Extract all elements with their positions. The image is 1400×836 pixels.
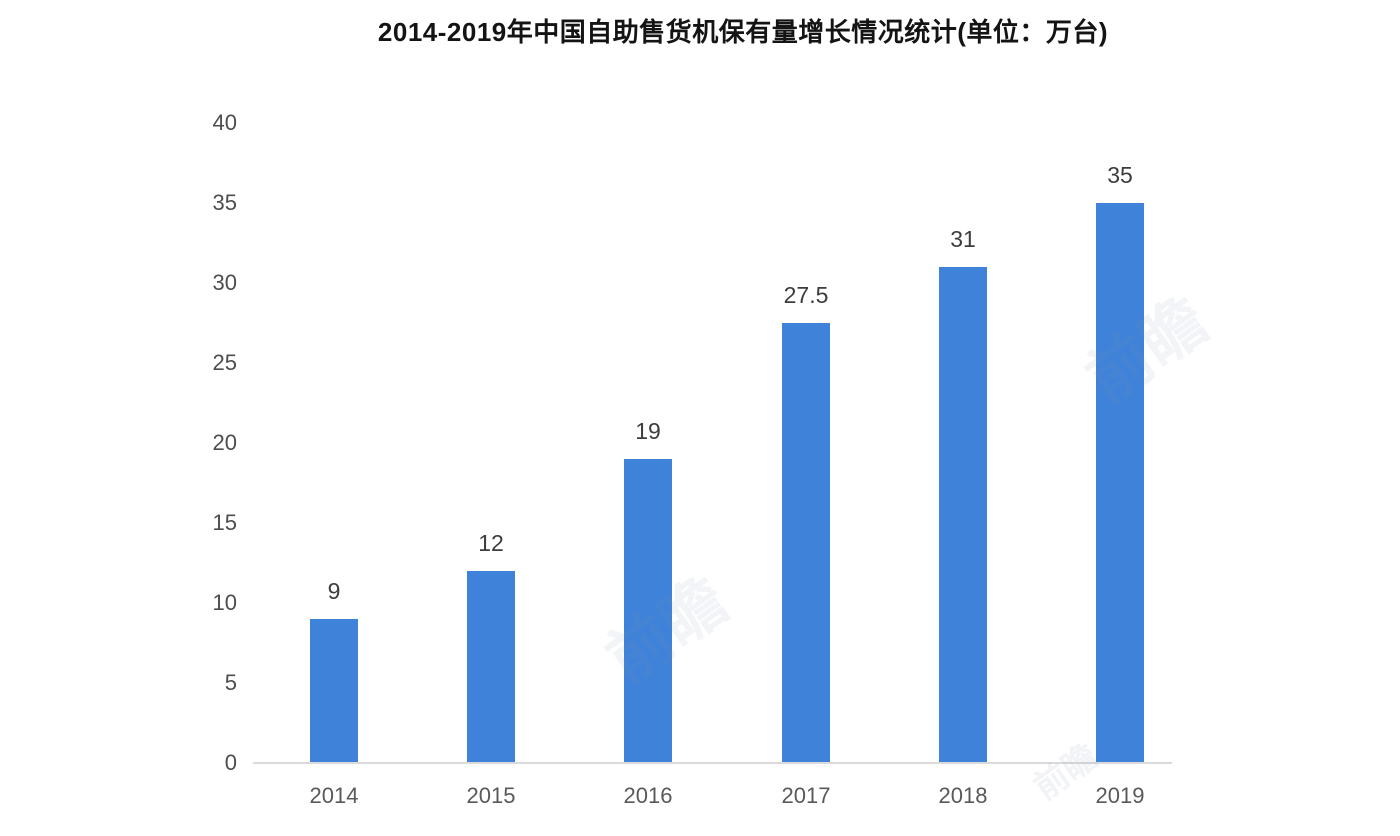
bar-2016 [624, 459, 672, 762]
y-axis-tick-label: 5 [224, 670, 237, 695]
bar-2015 [467, 571, 515, 762]
y-axis-tick-label: 25 [212, 350, 237, 375]
bar-value-label: 27.5 [783, 282, 829, 308]
x-axis-tick-label: 2016 [623, 783, 673, 808]
y-axis-tick-label: 40 [212, 110, 237, 135]
bar-value-label: 12 [478, 530, 504, 556]
watermark: 前瞻 [1073, 283, 1220, 417]
bar-value-label: 9 [327, 578, 341, 604]
bar-value-label: 31 [950, 226, 976, 252]
x-axis-line [253, 762, 1172, 764]
bar-2014 [310, 619, 358, 762]
y-axis-tick-label: 30 [212, 270, 237, 295]
bar-value-label: 35 [1107, 162, 1133, 188]
x-axis-tick-label: 2015 [466, 783, 516, 808]
x-axis-tick-label: 2019 [1095, 783, 1145, 808]
y-axis-tick-label: 10 [212, 590, 237, 615]
x-axis-tick-label: 2018 [938, 783, 988, 808]
bar-2017 [782, 323, 830, 762]
y-axis-tick-label: 15 [212, 510, 237, 535]
y-axis-tick-label: 0 [224, 750, 237, 775]
bar-2019 [1096, 203, 1144, 762]
bar-2018 [939, 267, 987, 762]
y-axis-tick-label: 20 [212, 430, 237, 455]
y-axis-tick-label: 35 [212, 190, 237, 215]
bar-value-label: 19 [635, 418, 661, 444]
x-axis-tick-label: 2014 [309, 783, 359, 808]
chart-title: 2014-2019年中国自助售货机保有量增长情况统计(单位：万台) [377, 17, 1109, 47]
x-axis-tick-label: 2017 [781, 783, 831, 808]
